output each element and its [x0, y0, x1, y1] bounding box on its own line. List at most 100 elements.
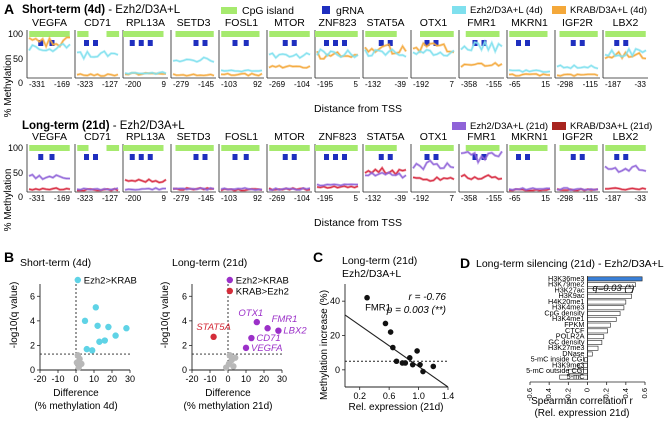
gene-panel-short-lbx2: LBX2 -187 -33	[602, 17, 648, 89]
data-point	[430, 363, 437, 370]
gene-panel-short-znf823: ZNF823 -195 5	[314, 17, 360, 89]
grna-marker	[481, 154, 487, 160]
cpg-island-bar	[420, 31, 454, 37]
cpg-island-bar	[605, 31, 646, 37]
x-tick-label: 0	[73, 374, 78, 384]
methylation-trace-mean	[412, 49, 455, 57]
bar-cpg-density	[587, 311, 621, 316]
grna-marker	[138, 154, 144, 160]
methylation-trace-mean	[28, 187, 71, 191]
x-tick-label: -0.2	[563, 388, 572, 401]
gene-panel-short-mtor: MTOR -269 -104	[266, 17, 312, 89]
y-tick-label: 6	[30, 291, 35, 301]
d-chart: H3K36me3H3K79me2H3K27acH3K9acH4K20me1H3K…	[525, 274, 649, 401]
methylation-trace-mean	[604, 48, 647, 58]
data-point	[382, 320, 389, 327]
x-tick-label: 1.4	[442, 391, 455, 401]
bar-label: CTCF	[565, 326, 585, 335]
cpg-island-bar	[221, 31, 260, 37]
cpg-island-bar	[29, 31, 70, 37]
x-tick-start: -200	[125, 80, 142, 89]
gene-panel-long-igf2r: IGF2R -298 -115	[554, 131, 600, 203]
methylation-trace-mean	[364, 48, 407, 58]
methylation-trace-mean	[460, 40, 503, 53]
bar-polr2a	[587, 334, 605, 340]
bar-label: H3K9me3	[552, 360, 584, 369]
x-tick-start: -358	[461, 194, 478, 203]
legend-krab-21d-swatch	[552, 122, 566, 130]
panel-b-short: B Short-term (4d) -20 -10 0 10 20 30 0 2 4 6 Ezh2>…	[4, 249, 137, 412]
gene-panel-short-stat5a: STAT5A -132 -39	[362, 17, 408, 89]
bar-h3k27me3	[587, 345, 599, 351]
c-subtitle: Ezh2/D3A+L	[342, 268, 401, 280]
grna-marker	[243, 40, 249, 46]
cpg-island-bar	[509, 145, 548, 151]
legend-cpg-label: CpG island	[242, 5, 294, 17]
data-point	[223, 364, 230, 371]
cpg-island-bar	[77, 31, 89, 37]
bar-gc-density	[587, 340, 603, 345]
methylation-trace-mean	[124, 71, 167, 75]
point-label: CD71	[256, 333, 280, 344]
panel-d: D Long-term silencing (21d) - Ezh2/D3A+L…	[460, 255, 664, 419]
bar-label: 5-mC	[567, 372, 585, 381]
x-tick-end: -155	[486, 194, 503, 203]
data-point	[75, 364, 82, 371]
grna-marker	[424, 154, 430, 160]
cpg-island-bar	[123, 31, 164, 37]
x-tick-end: 9	[162, 80, 167, 89]
panel-label-b: B	[4, 249, 14, 265]
x-tick-start: -65	[509, 194, 521, 203]
x-tick-end: -145	[198, 80, 215, 89]
b-short-chart: -20 -10 0 10 20 30 0 2 4 6 Ezh2>KRAB	[30, 276, 137, 385]
x-tick-end: -104	[294, 194, 311, 203]
cpg-island-bar	[175, 145, 214, 151]
data-point	[105, 323, 112, 331]
long-term-title: Long-term (21d) - Ezh2/D3A+L	[22, 120, 185, 132]
methylation-trace-mean	[220, 69, 263, 72]
methylation-trace-mean	[460, 151, 503, 164]
stat-r: r = -0.76	[408, 292, 446, 303]
x-tick-end: 9	[162, 194, 167, 203]
x-tick-start: -200	[125, 194, 142, 203]
panel-label-c: C	[313, 249, 323, 265]
bar-label: H3K79me2	[548, 280, 585, 289]
gene-panel-short-otx1: OTX1 -192 7	[410, 17, 456, 89]
cpg-island-bar	[221, 145, 260, 151]
bar-label: H3K9ac	[559, 291, 585, 300]
grna-marker	[433, 40, 439, 46]
y-tick-label: 4	[182, 316, 187, 326]
methylation-trace-mean	[172, 56, 215, 63]
grna-marker	[243, 154, 249, 160]
grna-marker	[433, 154, 439, 160]
x-tick-label: 20	[259, 374, 269, 384]
legend-grna-swatch	[322, 6, 330, 14]
grna-marker	[623, 40, 629, 46]
grna-marker	[424, 40, 430, 46]
cpg-island-bar	[175, 31, 214, 37]
x-tick-end: 5	[354, 80, 359, 89]
grna-marker	[291, 154, 297, 160]
gene-panel-long-stat5a: STAT5A -132 -39	[362, 131, 408, 203]
methylation-trace-mean	[76, 50, 119, 60]
legend-grna-label: gRNA	[336, 5, 364, 17]
legend-ezh2-21d-label: Ezh2/D3A+L (21d)	[470, 121, 548, 132]
methylation-trace-mean	[220, 187, 263, 191]
data-point	[112, 332, 119, 339]
methylation-trace-mean	[556, 64, 599, 69]
cpg-island-bar	[315, 31, 358, 37]
cpg-island-bar	[509, 31, 548, 37]
methylation-trace-mean	[28, 174, 71, 180]
grna-marker	[147, 40, 153, 46]
bar-label: 5-mC outside CGI	[526, 366, 584, 375]
x-tick-end: -169	[54, 80, 71, 89]
x-tick-start: -103	[221, 80, 238, 89]
d-xlabel2: (Rel. expression 21d)	[534, 408, 629, 419]
grna-marker	[333, 154, 338, 160]
long-ytick-0: 0	[18, 192, 23, 202]
grna-marker	[38, 154, 44, 160]
gene-panel-long-mkrn1: MKRN1 -65 15	[506, 131, 552, 203]
bar-5-mc-inside-cgi	[584, 357, 588, 363]
methylation-trace-mean	[268, 65, 311, 69]
